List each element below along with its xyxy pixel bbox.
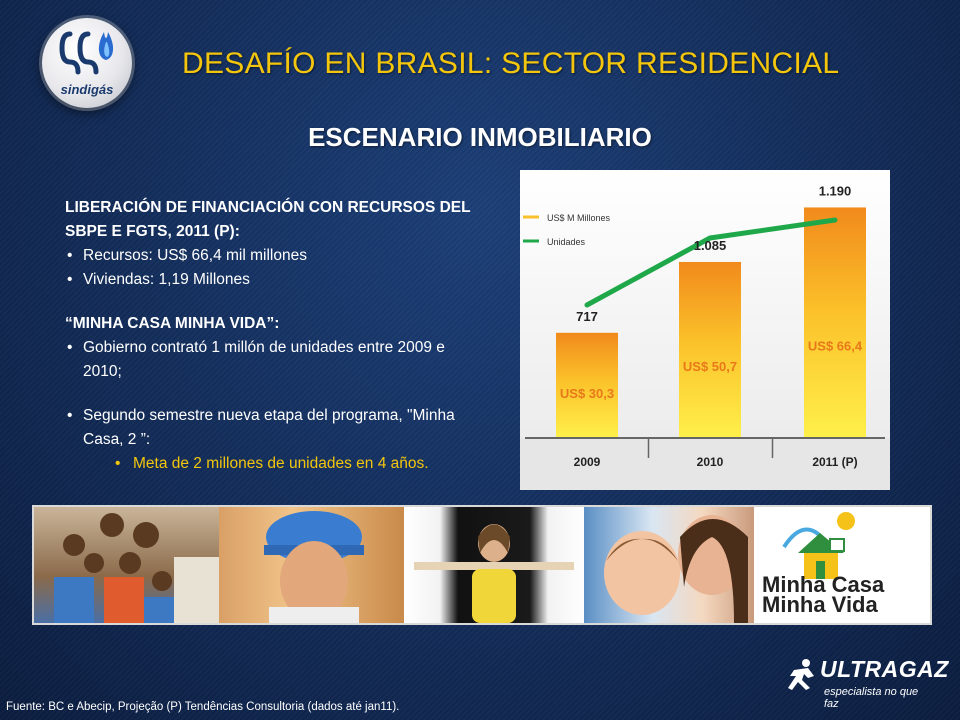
mother-child-photo — [584, 507, 754, 623]
financing-chart: US$ 30,3 US$ 50,7 US$ 66,4 2009 2010 2011 (P… — [520, 170, 890, 490]
list-item: Gobierno contrató 1 millón de unidades e… — [65, 336, 485, 384]
line-label-2: 1.190 — [819, 183, 852, 198]
house-sun-icon — [782, 512, 855, 579]
program-logo-line1: Minha Casa — [762, 572, 885, 597]
family-photo — [34, 507, 219, 623]
list-item: Segundo semestre nueva etapa del program… — [65, 404, 485, 452]
heading-financing: LIBERACIÓN DE FINANCIACIÓN CON RECURSOS … — [65, 199, 471, 240]
bar-2 — [804, 207, 866, 438]
bar-1 — [679, 261, 741, 438]
x-tick-label-2: 2011 (P) — [812, 455, 857, 469]
content-text: LIBERACIÓN DE FINANCIACIÓN CON RECURSOS … — [65, 196, 485, 476]
ultragaz-tagline: especialista no que faz — [824, 686, 919, 710]
sub-list-item: Meta de 2 millones de unidades en 4 años… — [65, 452, 485, 476]
woman-photo — [404, 507, 584, 623]
bar-label-0: US$ 30,3 — [560, 386, 614, 401]
heading-program: “MINHA CASA MINHA VIDA”: — [65, 315, 280, 332]
bar-0 — [556, 332, 618, 438]
family-people-icon — [54, 513, 219, 623]
photo-strip: Minha Casa Minha Vida — [32, 505, 932, 625]
bar-label-2: US$ 66,4 — [808, 338, 863, 353]
sindigas-logo: sindigás — [42, 18, 132, 108]
x-tick-label-0: 2009 — [574, 455, 601, 469]
list-item: Recursos: US$ 66,4 mil millones — [65, 244, 485, 268]
series-line-unidades — [584, 217, 838, 308]
section-subtitle: ESCENARIO INMOBILIARIO — [308, 122, 652, 152]
program-list-2: Segundo semestre nueva etapa del program… — [65, 404, 485, 476]
logo-text: sindigás — [60, 82, 114, 97]
worker-icon — [264, 511, 364, 623]
financing-list: Recursos: US$ 66,4 mil millones Vivienda… — [65, 244, 485, 292]
legend-label-bars: US$ M Millones — [547, 213, 611, 223]
ultragaz-runner-icon — [788, 659, 814, 690]
line-label-0: 717 — [576, 309, 598, 324]
x-tick-label-1: 2010 — [697, 455, 724, 469]
chart-axis-band — [520, 438, 890, 490]
list-item: Viviendas: 1,19 Millones — [65, 268, 485, 292]
program-logo-text: Minha Casa Minha Vida — [762, 572, 885, 617]
page-title: DESAFÍO EN BRASIL: SECTOR RESIDENCIAL — [182, 47, 840, 80]
program-list: Gobierno contrató 1 millón de unidades e… — [65, 336, 485, 384]
chart-legend: US$ M Millones Unidades — [523, 213, 611, 247]
woman-icon — [414, 524, 574, 623]
line-label-1: 1.085 — [694, 238, 727, 253]
ultragaz-brand: ULTRAGAZ — [820, 656, 949, 682]
mother-child-icon — [604, 515, 748, 623]
source-note: Fuente: BC e Abecip, Projeção (P) Tendên… — [6, 701, 400, 713]
worker-photo — [219, 507, 404, 623]
sindigas-logo-icon — [59, 31, 114, 75]
legend-label-line: Unidades — [547, 237, 586, 247]
program-logo-line2: Minha Vida — [762, 592, 878, 617]
program-logo: Minha Casa Minha Vida — [754, 507, 930, 623]
bar-label-1: US$ 50,7 — [683, 359, 737, 374]
ultragaz-logo: ULTRAGAZ especialista no que faz — [784, 656, 948, 710]
